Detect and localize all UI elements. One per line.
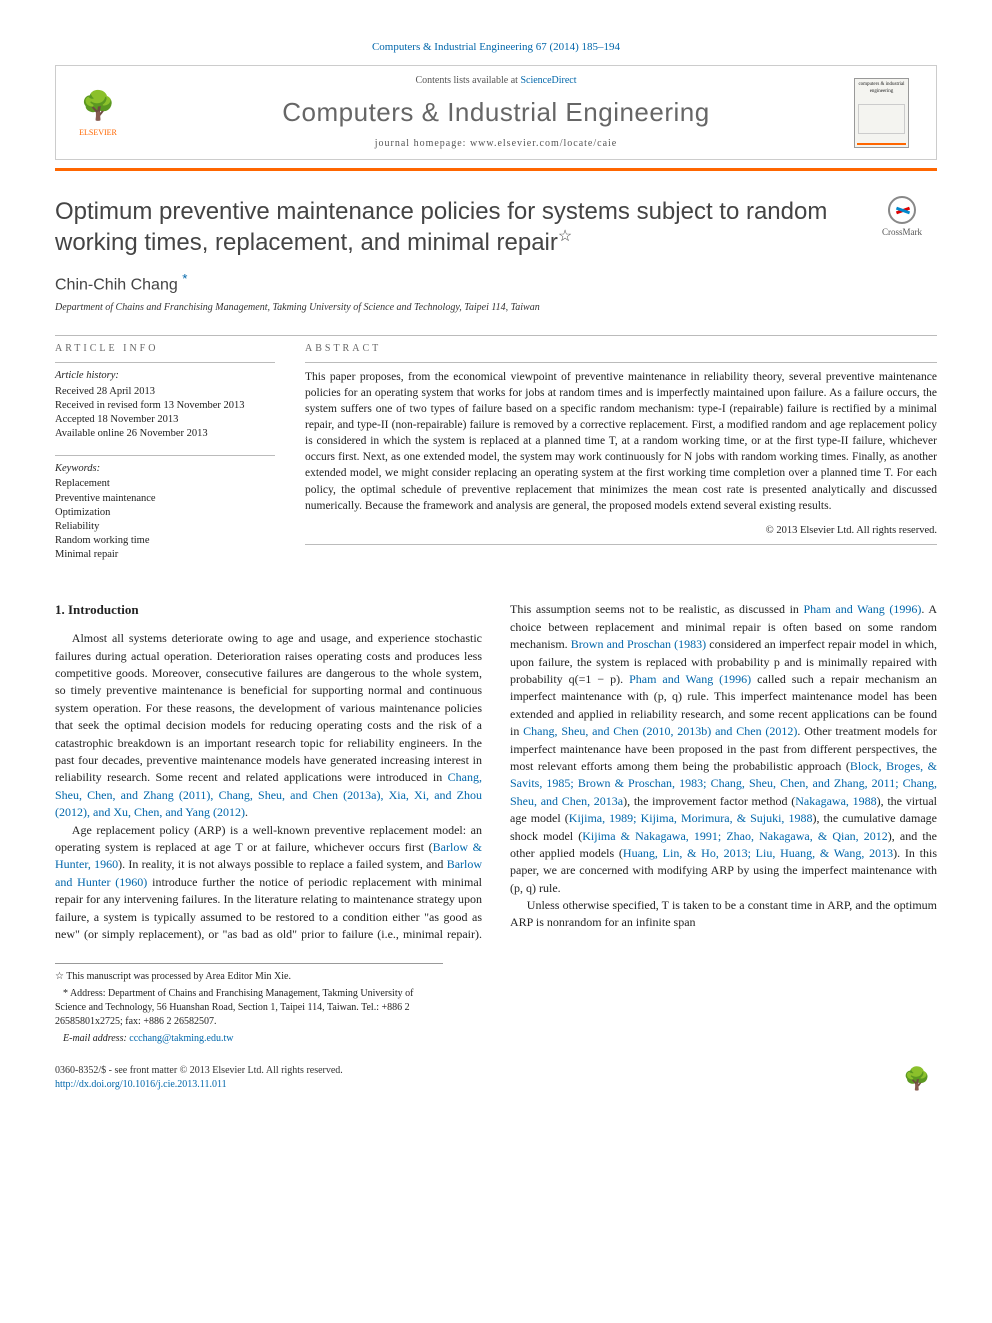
footnote-email: E-mail address: ccchang@takming.edu.tw — [55, 1032, 443, 1046]
publisher-name: ELSEVIER — [79, 127, 117, 138]
body-text: 1. Introduction Almost all systems deter… — [55, 601, 937, 943]
journal-header: 🌳 ELSEVIER Contents lists available at S… — [55, 65, 937, 159]
history-received: Received 28 April 2013 — [55, 385, 275, 399]
elsevier-logo[interactable]: 🌳 ELSEVIER — [68, 83, 128, 143]
footnote-address: * Address: Department of Chains and Fran… — [55, 987, 443, 1029]
citation-link[interactable]: Brown and Proschan (1983) — [571, 637, 706, 651]
citation-link[interactable]: Chang, Sheu, and Chen (2010, 2013b) and … — [523, 724, 797, 738]
keyword: Preventive maintenance — [55, 492, 275, 506]
abstract-label: ABSTRACT — [305, 342, 937, 356]
elsevier-footer-logo: 🌳 — [897, 1064, 937, 1104]
journal-homepage: journal homepage: www.elsevier.com/locat… — [138, 137, 854, 151]
footnotes: ☆ This manuscript was processed by Area … — [55, 963, 443, 1046]
citation-link[interactable]: Pham and Wang (1996) — [629, 672, 751, 686]
journal-cover-thumb[interactable]: computers & industrial engineering — [854, 78, 909, 148]
title-footnote-marker: ☆ — [558, 228, 572, 245]
keyword: Minimal repair — [55, 548, 275, 562]
journal-citation: Computers & Industrial Engineering 67 (2… — [55, 40, 937, 55]
cover-thumbnail-block: computers & industrial engineering — [854, 78, 924, 148]
elsevier-tree-icon: 🌳 — [81, 87, 116, 126]
history-revised: Received in revised form 13 November 201… — [55, 399, 275, 413]
abstract-text: This paper proposes, from the economical… — [305, 369, 937, 514]
email-link[interactable]: ccchang@takming.edu.tw — [129, 1033, 233, 1044]
doi-link[interactable]: http://dx.doi.org/10.1016/j.cie.2013.11.… — [55, 1078, 343, 1092]
crossmark-badge[interactable]: CrossMark — [867, 196, 937, 239]
paragraph: Almost all systems deteriorate owing to … — [55, 630, 482, 821]
abstract-copyright: © 2013 Elsevier Ltd. All rights reserved… — [305, 524, 937, 539]
article-info-label: ARTICLE INFO — [55, 342, 275, 356]
page-footer: 0360-8352/$ - see front matter © 2013 El… — [55, 1064, 937, 1104]
abstract-column: ABSTRACT This paper proposes, from the e… — [305, 342, 937, 577]
citation-link[interactable]: Kijima, 1989; Kijima, Morimura, & Sujuki… — [569, 811, 813, 825]
publisher-logo-block: 🌳 ELSEVIER — [68, 83, 138, 143]
citation-link[interactable]: Pham and Wang (1996) — [804, 602, 922, 616]
keyword: Replacement — [55, 477, 275, 491]
journal-name: Computers & Industrial Engineering — [138, 94, 854, 130]
author-corr-marker: * — [182, 271, 187, 286]
divider — [55, 335, 937, 336]
citation-link[interactable]: Huang, Lin, & Ho, 2013; Liu, Huang, & Wa… — [623, 846, 893, 860]
paper-title: Optimum preventive maintenance policies … — [55, 196, 867, 258]
issn-line: 0360-8352/$ - see front matter © 2013 El… — [55, 1064, 343, 1078]
section-heading: 1. Introduction — [55, 601, 482, 620]
history-online: Available online 26 November 2013 — [55, 427, 275, 441]
article-info-column: ARTICLE INFO Article history: Received 2… — [55, 342, 275, 577]
paragraph: Unless otherwise specified, T is taken t… — [510, 897, 937, 932]
author-name: Chin-Chih Chang * — [55, 270, 937, 297]
keyword: Optimization — [55, 506, 275, 520]
footnote-manuscript: ☆ This manuscript was processed by Area … — [55, 970, 443, 984]
history-heading: Article history: — [55, 369, 275, 384]
keyword: Reliability — [55, 520, 275, 534]
history-accepted: Accepted 18 November 2013 — [55, 413, 275, 427]
crossmark-icon — [888, 196, 916, 224]
contents-available-line: Contents lists available at ScienceDirec… — [138, 74, 854, 88]
sciencedirect-link[interactable]: ScienceDirect — [520, 75, 576, 86]
orange-divider — [55, 168, 937, 171]
author-affiliation: Department of Chains and Franchising Man… — [55, 301, 937, 315]
keyword: Random working time — [55, 534, 275, 548]
keywords-heading: Keywords: — [55, 462, 275, 476]
citation-link[interactable]: Kijima & Nakagawa, 1991; Zhao, Nakagawa,… — [582, 829, 888, 843]
citation-link[interactable]: Nakagawa, 1988 — [795, 794, 876, 808]
